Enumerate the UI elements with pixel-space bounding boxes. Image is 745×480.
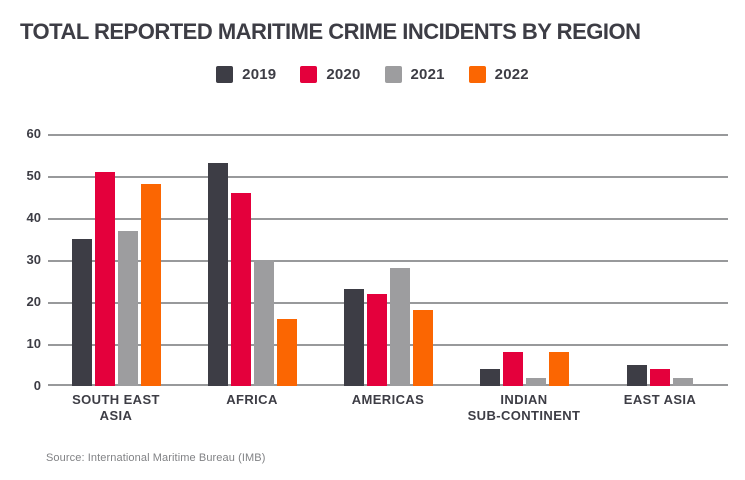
gridline-20 xyxy=(48,302,728,304)
bar-group-africa xyxy=(184,134,320,386)
bar-2021-east-asia xyxy=(673,377,693,386)
y-tick-label-40: 40 xyxy=(26,210,41,225)
bar-2019-south-east-asia xyxy=(71,239,92,386)
legend-item-2022: 2022 xyxy=(468,66,529,83)
y-tick-label-10: 10 xyxy=(26,336,41,351)
legend-swatch-2021 xyxy=(384,66,402,83)
gridline-0 xyxy=(48,384,728,386)
bar-2021-south-east-asia xyxy=(117,230,138,386)
x-axis-label-south-east-asia: SOUTH EAST ASIA xyxy=(72,392,160,423)
plot-area xyxy=(48,134,728,386)
bar-2022-indian-sub-continent xyxy=(548,352,569,386)
bar-group-indian-sub-continent xyxy=(456,134,592,386)
gridline-30 xyxy=(48,260,728,262)
y-tick-label-60: 60 xyxy=(26,126,41,141)
bar-2019-east-asia xyxy=(627,365,647,386)
bar-group-south-east-asia xyxy=(48,134,184,386)
x-axis-label-indian-sub-continent: INDIAN SUB-CONTINENT xyxy=(467,392,581,423)
y-tick-label-50: 50 xyxy=(26,168,41,183)
bar-2020-americas xyxy=(366,293,387,386)
bar-2021-africa xyxy=(253,260,274,386)
legend-swatch-2019 xyxy=(216,66,234,83)
x-axis-label-east-asia: EAST ASIA xyxy=(623,392,697,407)
gridline-40 xyxy=(48,218,728,220)
bar-2020-east-asia xyxy=(650,369,670,386)
bar-2020-indian-sub-continent xyxy=(502,352,523,386)
bar-2019-indian-sub-continent xyxy=(479,369,500,386)
chart-title: TOTAL REPORTED MARITIME CRIME INCIDENTS … xyxy=(20,19,641,44)
source-note: Source: International Maritime Bureau (I… xyxy=(46,452,266,464)
legend-label: 2019 xyxy=(242,66,277,83)
bar-2020-south-east-asia xyxy=(94,171,115,386)
bar-2019-americas xyxy=(343,289,364,386)
bar-2019-africa xyxy=(207,163,228,386)
bar-2022-africa xyxy=(276,318,297,386)
y-tick-label-0: 0 xyxy=(33,378,41,393)
legend-item-2019: 2019 xyxy=(216,66,276,83)
bar-group-east-asia xyxy=(592,134,728,386)
x-axis-label-africa: AFRICA xyxy=(226,392,278,407)
gridline-50 xyxy=(48,176,728,178)
bar-2022-americas xyxy=(412,310,433,386)
legend-item-2020: 2020 xyxy=(300,66,360,83)
legend-label: 2020 xyxy=(326,66,361,83)
y-axis: 0 10 20 30 40 50 60 xyxy=(0,126,41,393)
x-axis-labels: SOUTH EAST ASIA AFRICA AMERICAS INDIAN SUB-CO… xyxy=(48,392,728,424)
gridline-60 xyxy=(48,134,728,136)
legend: 2019 2020 2021 2022 xyxy=(0,66,745,83)
y-tick-label-30: 30 xyxy=(26,252,41,267)
gridline-10 xyxy=(48,344,728,346)
legend-swatch-2022 xyxy=(468,66,486,83)
bar-2021-indian-sub-continent xyxy=(525,377,546,386)
bar-2021-americas xyxy=(389,268,410,386)
x-axis-label-americas: AMERICAS xyxy=(351,392,425,407)
legend-label: 2021 xyxy=(410,66,445,83)
y-tick-label-20: 20 xyxy=(26,294,41,309)
legend-item-2021: 2021 xyxy=(384,66,445,83)
legend-swatch-2020 xyxy=(300,66,318,83)
bar-group-americas xyxy=(320,134,456,386)
bars-row xyxy=(48,134,728,386)
bar-2020-africa xyxy=(230,192,251,386)
bar-2022-south-east-asia xyxy=(140,184,161,386)
legend-label: 2022 xyxy=(494,66,529,83)
